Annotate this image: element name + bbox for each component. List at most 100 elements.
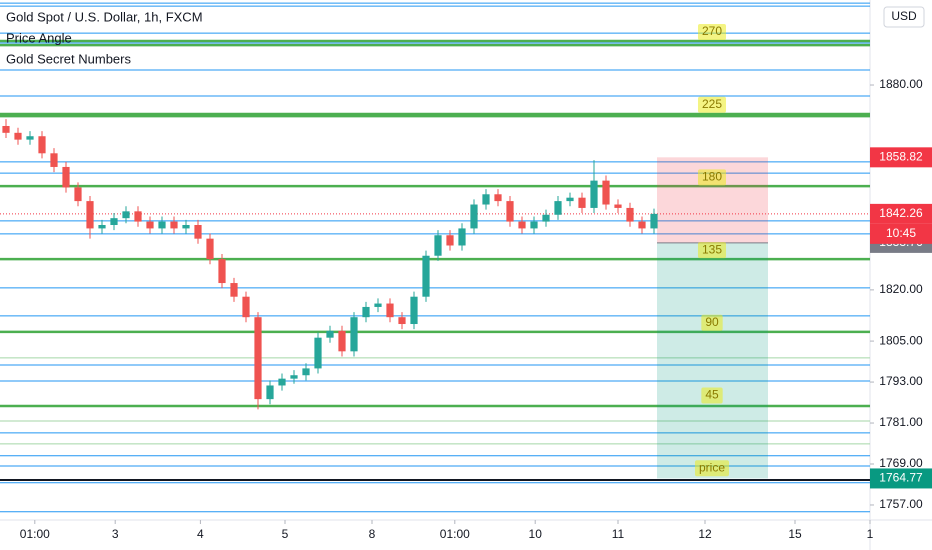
candle-body (542, 214, 550, 222)
price-label: 1842.26 (879, 206, 923, 220)
candle-body (14, 132, 22, 140)
candle-body (290, 375, 298, 379)
x-tick-label: 01:00 (20, 527, 50, 541)
stop-zone (657, 242, 768, 479)
price-label-bg (870, 147, 932, 168)
candle-body (566, 197, 574, 202)
angle-label: 225 (702, 97, 722, 111)
candle-body (2, 125, 10, 133)
legend-text: Gold Spot / U.S. Dollar, 1h, FXCM (6, 9, 203, 24)
candle-body (398, 317, 406, 325)
candle-body (242, 296, 250, 318)
candle-body (470, 204, 478, 229)
price-label: 1858.82 (879, 150, 923, 164)
candle-body (530, 221, 538, 229)
currency-box (883, 6, 925, 28)
x-tick-label: 11 (612, 527, 625, 541)
price-label-bg (870, 468, 932, 489)
candle-body (614, 204, 622, 208)
candle-body (254, 317, 262, 400)
candle-body (266, 385, 274, 400)
candle-body (86, 201, 94, 229)
candle-body (26, 136, 34, 140)
y-tick-label: 1781.00 (879, 415, 923, 429)
candle-body (326, 330, 334, 338)
candle-body (218, 259, 226, 284)
candle-body (626, 207, 634, 222)
x-tick-label: 1 (867, 527, 874, 541)
angle-label-bg (697, 24, 727, 40)
candle-body (590, 180, 598, 208)
x-tick-label: 12 (698, 527, 712, 541)
candle-body (338, 330, 346, 352)
candle-body (494, 194, 502, 202)
candle-body (410, 296, 418, 325)
x-tick-label: 15 (788, 527, 802, 541)
legend-text: Gold Secret Numbers (6, 51, 131, 66)
legend-text: Price Angle (6, 30, 72, 45)
candle-body (350, 317, 358, 352)
candle-body (206, 238, 214, 260)
candle-body (158, 221, 166, 229)
y-tick-label: 1880.00 (879, 77, 923, 91)
angle-label: 180 (702, 170, 722, 184)
candle-body (230, 283, 238, 297)
angle-label-bg (701, 387, 723, 404)
angle-label: 270 (702, 24, 722, 38)
candle-body (422, 255, 430, 297)
candle-body (602, 180, 610, 205)
y-tick-label: 1757.00 (879, 497, 923, 511)
candle-body (62, 166, 70, 188)
angle-label-bg (697, 96, 727, 113)
x-tick-label: 01:00 (440, 527, 470, 541)
candle-body (578, 197, 586, 208)
candle-body (446, 235, 454, 246)
candle-body (386, 303, 394, 318)
y-tick-label: 1769.00 (879, 456, 923, 470)
candle-body (278, 378, 286, 386)
angle-label: 135 (702, 242, 722, 256)
angle-label: 90 (705, 315, 719, 329)
angle-label-bg (701, 314, 723, 331)
candle-body (122, 211, 130, 219)
candle-body (554, 201, 562, 215)
candle-body (74, 187, 82, 202)
y-tick-label: 1793.00 (879, 374, 923, 388)
candle-body (650, 213, 658, 229)
currency: USD (891, 9, 917, 23)
candle-body (98, 225, 106, 229)
candle-body (374, 303, 382, 307)
candle-body (194, 225, 202, 239)
x-tick-label: 3 (112, 527, 119, 541)
candle-body (146, 221, 154, 229)
candle-body (506, 201, 514, 222)
candle-body (314, 337, 322, 369)
y-tick-label: 1820.00 (879, 282, 923, 296)
angle-label-bg (697, 242, 727, 259)
candle-body (638, 221, 646, 229)
x-tick-label: 5 (282, 527, 289, 541)
candle-body (302, 368, 310, 376)
x-tick-label: 4 (197, 527, 204, 541)
x-tick-label: 10 (529, 527, 543, 541)
candle-body (482, 194, 490, 205)
candle-body (38, 136, 46, 154)
candle-body (170, 221, 178, 229)
y-tick-label: 1805.00 (879, 333, 923, 347)
candle-body (50, 153, 58, 167)
angle-label: price (699, 460, 725, 474)
candle-body (182, 225, 190, 229)
price-label-bg (870, 203, 932, 224)
x-tick-label: 8 (369, 527, 376, 541)
candle-body (362, 306, 370, 318)
timer-bg (870, 223, 932, 244)
angle-label-bg (694, 460, 730, 477)
candle-body (434, 235, 442, 256)
timer: 10:45 (886, 226, 916, 240)
candle-body (110, 218, 118, 226)
candle-body (134, 211, 142, 222)
angle-label-bg (697, 169, 727, 186)
